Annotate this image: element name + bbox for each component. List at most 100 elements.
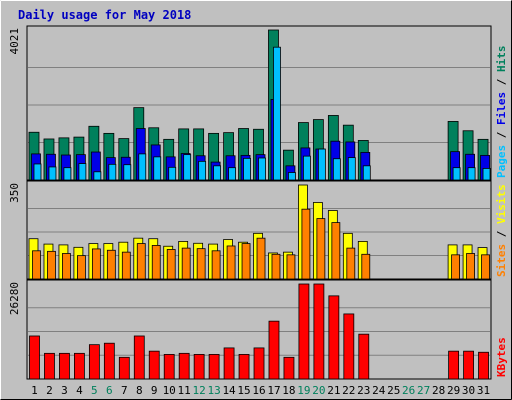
x-tick-label: 24	[372, 384, 386, 397]
x-tick-label: 3	[61, 384, 68, 397]
pages-bar-day-21	[332, 158, 341, 181]
legend-segment: /	[495, 224, 508, 244]
sites-bar-day-19	[301, 208, 311, 280]
sites-bar-day-7	[121, 251, 131, 280]
x-tick-label: 8	[136, 384, 143, 397]
legend-segment: /	[495, 125, 508, 145]
pages-bar-day-6	[108, 163, 117, 181]
kbytes-bar-day-11	[178, 352, 190, 380]
sites-bar-day-15	[241, 243, 251, 280]
sites-bar-day-11	[181, 247, 191, 280]
sites-bar-day-21	[331, 222, 341, 280]
x-tick-label: 10	[163, 384, 176, 397]
sites-bar-day-4	[77, 255, 86, 280]
x-tick-label: 2	[46, 384, 53, 397]
x-tick-label: 15	[237, 384, 250, 397]
x-tick-label: 21	[327, 384, 340, 397]
x-tick-label: 9	[151, 384, 158, 397]
kbytes-bar-day-3	[59, 352, 70, 380]
sites-bar-day-3	[62, 253, 71, 280]
x-tick-label: 18	[282, 384, 295, 397]
pages-bar-day-8	[138, 153, 147, 181]
x-tick-label: 12	[193, 384, 206, 397]
pages-bar-day-23	[362, 165, 371, 181]
pages-bar-day-14	[228, 167, 236, 181]
x-axis-labels: 1 2 3 4 5 6 7 8 9 10 11 12 13 14 15 16 17 18 19 20 21 22 23 24 2…	[31, 384, 490, 397]
x-tick-label: 31	[477, 384, 490, 397]
pages-bar-day-31	[482, 168, 491, 181]
pages-bar-day-10	[168, 166, 177, 181]
sites-bar-day-12	[196, 248, 206, 280]
kbytes-bar-day-17	[268, 320, 280, 380]
kbytes-bar-day-1	[29, 335, 40, 380]
x-tick-label: 26	[402, 384, 415, 397]
kbytes-bar-day-23	[358, 333, 370, 380]
kbytes-panel	[26, 279, 492, 380]
kbytes-bar-day-6	[103, 342, 115, 380]
x-tick-label: 19	[297, 384, 310, 397]
chart-title: Daily usage for May 2018	[18, 8, 191, 22]
x-tick-label: 4	[76, 384, 83, 397]
legend-segment: /	[495, 72, 508, 92]
legend-segment: Files	[495, 92, 508, 125]
pages-bar-day-11	[183, 154, 192, 181]
x-tick-label: 25	[387, 384, 400, 397]
kbytes-bar-day-16	[253, 347, 265, 380]
sites-bar-day-14	[226, 245, 236, 280]
x-tick-label: 20	[312, 384, 325, 397]
kbytes-bar-day-19	[298, 283, 310, 380]
x-tick-label: 6	[106, 384, 113, 397]
pages-bar-day-12	[198, 160, 207, 181]
pages-bar-day-9	[153, 156, 162, 181]
kbytes-bar-day-18	[283, 356, 295, 380]
kbytes-bar-day-29	[448, 350, 459, 380]
x-tick-label: 11	[178, 384, 191, 397]
kbytes-bar-day-4	[74, 352, 85, 380]
pages-bar-day-17	[273, 46, 281, 181]
kbytes-bar-day-12	[193, 354, 205, 380]
sites-bar-day-9	[151, 245, 161, 280]
visits-panel-legend: Sites / Visits	[495, 184, 508, 277]
kbytes-bar-day-9	[148, 350, 160, 380]
x-tick-label: 28	[432, 384, 445, 397]
sites-bar-day-10	[166, 249, 176, 280]
kbytes-bar-day-15	[238, 354, 250, 380]
x-tick-label: 1	[31, 384, 38, 397]
visits-panel	[26, 180, 492, 280]
sites-bar-day-23	[361, 253, 371, 280]
x-tick-label: 29	[447, 384, 460, 397]
sites-bar-day-31	[481, 254, 490, 280]
pages-bar-day-3	[63, 167, 72, 181]
sites-bar-day-18	[286, 254, 296, 280]
sites-bar-day-22	[346, 247, 356, 280]
x-tick-label: 17	[267, 384, 280, 397]
sites-bar-day-30	[466, 253, 475, 280]
kbytes-bar-day-13	[208, 354, 220, 380]
sites-bar-day-17	[271, 253, 281, 280]
sites-bar-day-6	[106, 249, 116, 280]
x-tick-label: 14	[222, 384, 236, 397]
x-tick-label: 7	[121, 384, 128, 397]
sites-bar-day-1	[32, 250, 41, 280]
pages-bar-day-19	[303, 155, 311, 181]
kbytes-bar-day-2	[44, 352, 55, 380]
x-tick-label: 16	[252, 384, 265, 397]
pages-bar-day-13	[213, 165, 222, 181]
sites-bar-day-5	[91, 248, 101, 280]
pages-bar-day-4	[78, 163, 87, 181]
kbytes-bar-day-30	[463, 350, 474, 380]
kbytes-bar-day-20	[313, 283, 325, 380]
sites-bar-day-20	[316, 218, 326, 280]
sites-bar-day-29	[451, 254, 460, 280]
pages-bar-day-1	[33, 163, 42, 181]
kbytes-bar-day-14	[223, 347, 235, 380]
kbytes-bar-day-8	[133, 335, 145, 380]
pages-bar-day-18	[288, 172, 296, 181]
pages-bar-day-20	[317, 148, 326, 181]
kbytes-bar-day-7	[118, 356, 130, 380]
kbytes-panel-legend: KBytes	[495, 337, 508, 377]
legend-segment: Pages	[495, 145, 508, 178]
kbytes-ymax-label: 26280	[8, 282, 21, 315]
hits-panel	[26, 25, 492, 181]
legend-segment: KBytes	[495, 337, 508, 377]
